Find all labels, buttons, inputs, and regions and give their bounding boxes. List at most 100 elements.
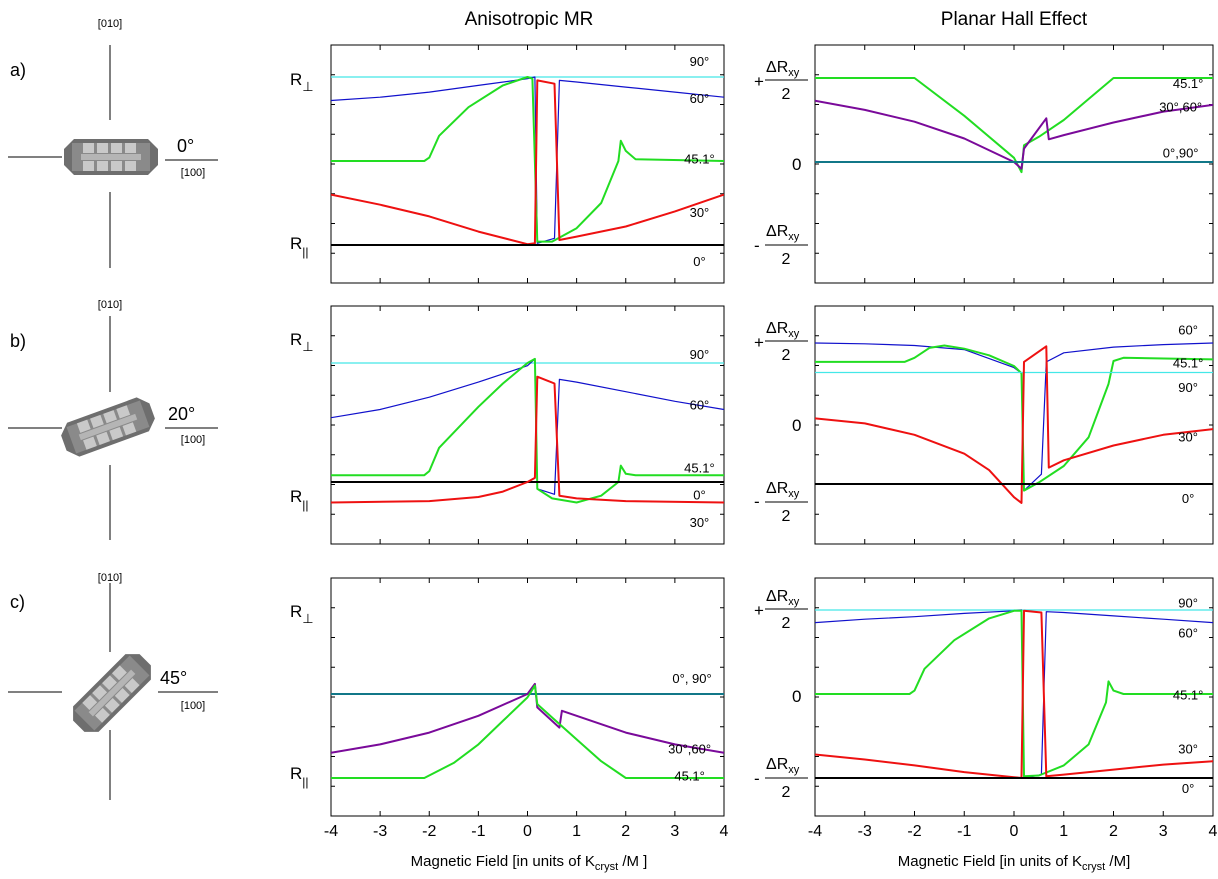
row-label-c: c) bbox=[10, 592, 25, 612]
minus-sign: - bbox=[754, 236, 760, 255]
amr-c-y-labels: R⊥ R|| bbox=[290, 602, 314, 789]
series-label: 45.1° bbox=[1173, 688, 1204, 703]
delta-rxy-numerator: ΔRxy bbox=[766, 480, 800, 500]
chart-panel: 45.1° 30°,60° 0°,90° bbox=[814, 44, 1214, 284]
series-line bbox=[331, 357, 724, 504]
delta-rxy-denominator: 2 bbox=[782, 615, 791, 632]
chart-panel: 90° 60° 45.1° 0° 30° bbox=[330, 305, 725, 545]
plus-sign: + bbox=[754, 601, 764, 620]
orientation-diagram-b: [010] 20° [100] bbox=[8, 299, 218, 540]
axis-100-label-c: [100] bbox=[181, 700, 205, 712]
zero-label: 0 bbox=[792, 155, 801, 174]
series-label: 0° bbox=[693, 254, 705, 269]
x-tick-label: 3 bbox=[1159, 823, 1168, 840]
delta-rxy-denominator: 2 bbox=[782, 251, 791, 268]
series-label: 45.1° bbox=[684, 460, 715, 475]
series-label: 90° bbox=[690, 54, 710, 69]
minus-sign: - bbox=[754, 769, 760, 788]
x-tick-label: -2 bbox=[422, 823, 436, 840]
x-tick-label: -1 bbox=[957, 823, 971, 840]
series-line bbox=[815, 99, 1213, 170]
r-perp-label: R⊥ bbox=[290, 330, 314, 354]
series-label: 90° bbox=[690, 347, 710, 362]
angle-label-c: 45° bbox=[160, 668, 187, 688]
series-label: 45.1° bbox=[1173, 76, 1204, 91]
phe-b-y-labels: + ΔRxy 2 0 - ΔRxy 2 bbox=[754, 320, 808, 525]
series-line bbox=[815, 345, 1213, 504]
delta-rxy-denominator: 2 bbox=[782, 508, 791, 525]
x-tick-label: 2 bbox=[621, 823, 630, 840]
series-label: 45.1° bbox=[674, 768, 705, 783]
phe-a-y-labels: + ΔRxy 2 0 - ΔRxy 2 bbox=[754, 59, 808, 268]
series-label: 90° bbox=[1178, 380, 1198, 395]
series-label: 0° bbox=[693, 488, 705, 503]
series-label: 30° bbox=[1178, 741, 1198, 756]
delta-rxy-denominator: 2 bbox=[782, 784, 791, 801]
series-label: 45.1° bbox=[684, 151, 715, 166]
x-tick-label: -2 bbox=[907, 823, 921, 840]
series-line bbox=[331, 684, 724, 779]
plot-layer: 90°60°45.1°30°0°45.1°30°,60°0°,90°90°60°… bbox=[324, 44, 1218, 840]
plus-sign: + bbox=[754, 333, 764, 352]
r-par-label: R|| bbox=[290, 487, 309, 512]
series-label: 0°, 90° bbox=[672, 671, 711, 686]
chart-panel: -4 -3 -2 -1 0 1 2 3 4 0°, 90° 30°,60° 45.1° bbox=[324, 577, 729, 840]
delta-rxy-numerator: ΔRxy bbox=[766, 223, 800, 243]
chart-panel: 60° 45.1° 90° 30° 0° bbox=[814, 305, 1214, 545]
phe-c-y-labels: + ΔRxy 2 0 - ΔRxy 2 bbox=[754, 588, 808, 801]
series-line bbox=[331, 76, 724, 243]
r-perp-label: R⊥ bbox=[290, 70, 314, 94]
chart-panel: 90° 60° 45.1° 30° 0° bbox=[330, 44, 725, 284]
r-par-label: R|| bbox=[290, 234, 309, 259]
plus-sign: + bbox=[754, 72, 764, 91]
chart-panel: -4 -3 -2 -1 0 1 2 3 4 90° 60° 45.1° 30° 0° bbox=[808, 577, 1218, 840]
series-label: 0° bbox=[1182, 491, 1194, 506]
delta-rxy-numerator: ΔRxy bbox=[766, 59, 800, 79]
delta-rxy-numerator: ΔRxy bbox=[766, 756, 800, 776]
row-label-a: a) bbox=[10, 60, 26, 80]
series-line bbox=[815, 77, 1213, 174]
amr-x-axis-title: Magnetic Field [in units of Kcryst /M ] bbox=[411, 853, 648, 873]
orientation-diagram-a: [010] 0° [100] bbox=[8, 18, 218, 268]
x-tick-label: 1 bbox=[572, 823, 581, 840]
amr-a-y-labels: R⊥ R|| bbox=[290, 70, 314, 259]
series-line bbox=[815, 609, 1213, 778]
series-label: 60° bbox=[690, 91, 710, 106]
axis-100-label-b: [100] bbox=[181, 434, 205, 446]
series-label: 90° bbox=[1178, 595, 1198, 610]
x-tick-label: -3 bbox=[858, 823, 872, 840]
series-line bbox=[331, 682, 724, 754]
plot-frame-a-amr bbox=[330, 44, 725, 284]
x-tick-label: 4 bbox=[1209, 823, 1218, 840]
x-tick-label: 0 bbox=[1010, 823, 1019, 840]
series-label: 30°,60° bbox=[1159, 99, 1202, 114]
plot-frame-b-amr bbox=[330, 305, 725, 545]
x-tick-label: -4 bbox=[808, 823, 822, 840]
phe-x-axis-title: Magnetic Field [in units of Kcryst /M] bbox=[898, 853, 1131, 873]
angle-label-b: 20° bbox=[168, 404, 195, 424]
plot-frame-c-phe bbox=[814, 577, 1214, 817]
series-label: 30° bbox=[1178, 429, 1198, 444]
series-label: 30°,60° bbox=[668, 741, 711, 756]
delta-rxy-numerator: ΔRxy bbox=[766, 320, 800, 340]
series-label: 0°,90° bbox=[1163, 146, 1199, 161]
axis-100-label-a: [100] bbox=[181, 167, 205, 179]
delta-rxy-numerator: ΔRxy bbox=[766, 588, 800, 608]
series-label: 60° bbox=[1178, 323, 1198, 338]
row-label-b: b) bbox=[10, 331, 26, 351]
minus-sign: - bbox=[754, 492, 760, 511]
series-line bbox=[331, 76, 724, 244]
amr-b-y-labels: R⊥ R|| bbox=[290, 330, 314, 512]
orientation-diagram-c: [010] 45° [100] bbox=[8, 572, 218, 800]
delta-rxy-denominator: 2 bbox=[782, 86, 791, 103]
x-tick-label: -1 bbox=[471, 823, 485, 840]
axis-010-label-c: [010] bbox=[98, 572, 122, 584]
axis-010-label-a: [010] bbox=[98, 18, 122, 30]
zero-label: 0 bbox=[792, 416, 801, 435]
amr-column-title: Anisotropic MR bbox=[465, 9, 594, 30]
series-line bbox=[815, 609, 1213, 779]
series-label: 45.1° bbox=[1173, 356, 1204, 371]
x-tick-label: 0 bbox=[523, 823, 532, 840]
series-label: 30° bbox=[690, 515, 710, 530]
